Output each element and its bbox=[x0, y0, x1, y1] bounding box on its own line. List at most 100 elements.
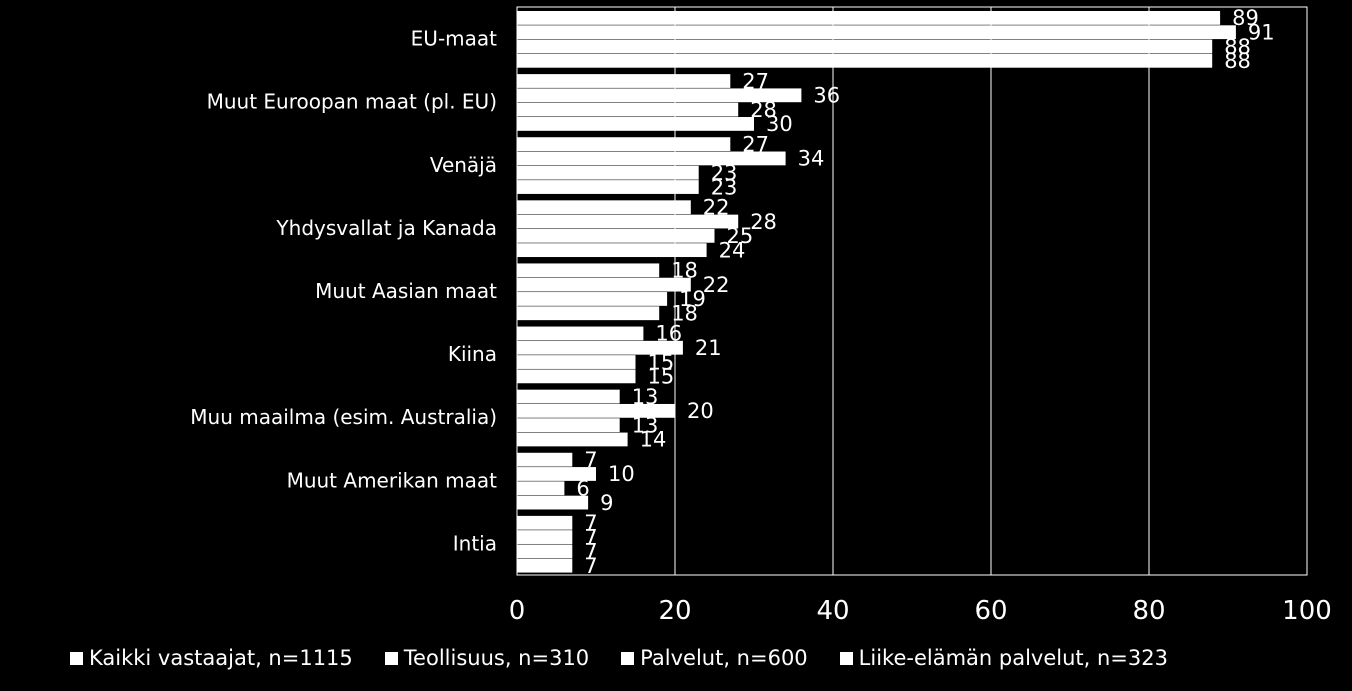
data-label: 21 bbox=[695, 336, 722, 360]
data-label: 16 bbox=[655, 322, 682, 346]
x-tick-labels: 0 20 40 60 80 100 bbox=[509, 596, 1332, 626]
bar bbox=[517, 88, 802, 103]
bar bbox=[517, 495, 589, 510]
data-label: 15 bbox=[648, 365, 675, 389]
legend-swatch bbox=[70, 651, 83, 665]
data-label: 7 bbox=[584, 540, 597, 564]
data-label: 27 bbox=[742, 69, 769, 93]
bar-series bbox=[517, 11, 1236, 573]
data-label: 89 bbox=[1232, 6, 1259, 30]
data-label: 27 bbox=[742, 132, 769, 156]
x-tick-label: 80 bbox=[1132, 596, 1165, 626]
data-label: 7 bbox=[584, 448, 597, 472]
data-label: 19 bbox=[679, 287, 706, 311]
bar bbox=[517, 481, 565, 496]
data-label: 23 bbox=[711, 161, 738, 185]
legend-swatch bbox=[384, 651, 398, 665]
data-label: 7 bbox=[584, 525, 597, 549]
bar bbox=[517, 292, 668, 306]
bar bbox=[517, 277, 691, 292]
legend: Kaikki vastaajat, n=1115 Teollisuus, n=3… bbox=[70, 646, 1200, 670]
x-tick-label: 100 bbox=[1282, 596, 1332, 626]
category-label: Kiina bbox=[448, 342, 497, 366]
bar bbox=[517, 558, 573, 573]
data-label: 15 bbox=[648, 350, 675, 374]
category-labels: EU-maat Muut Euroopan maat (pl. EU) Venäjä… bbox=[190, 27, 497, 556]
category-label: Intia bbox=[453, 531, 497, 555]
data-label: 30 bbox=[766, 112, 793, 136]
data-labels: 8991888827362830273423232228252418221918… bbox=[576, 6, 1274, 578]
bar bbox=[517, 452, 573, 467]
bar bbox=[517, 25, 1236, 40]
bar bbox=[517, 340, 683, 355]
bar bbox=[517, 11, 1221, 25]
bar bbox=[517, 389, 620, 404]
category-label: Muut Euroopan maat (pl. EU) bbox=[207, 90, 497, 114]
data-label: 7 bbox=[584, 511, 597, 535]
data-label: 24 bbox=[719, 238, 746, 262]
category-label: Yhdysvallat ja Kanada bbox=[275, 216, 497, 240]
bar bbox=[517, 326, 644, 341]
data-label: 9 bbox=[600, 491, 613, 515]
bar bbox=[517, 369, 636, 384]
bar bbox=[517, 151, 786, 166]
data-label: 91 bbox=[1248, 20, 1275, 44]
bar bbox=[517, 137, 731, 152]
data-label: 20 bbox=[687, 399, 714, 423]
data-label: 34 bbox=[798, 147, 825, 171]
bar bbox=[517, 432, 628, 447]
data-label: 36 bbox=[813, 84, 840, 108]
data-label: 10 bbox=[608, 462, 635, 486]
bar bbox=[517, 263, 660, 278]
x-tick-label: 40 bbox=[816, 596, 849, 626]
bar bbox=[517, 355, 636, 369]
category-label: Venäjä bbox=[430, 153, 497, 177]
legend-item: Kaikki vastaajat, n=1115 bbox=[70, 646, 353, 670]
legend-label: Liike-elämän palvelut, n=323 bbox=[858, 646, 1168, 670]
bar bbox=[517, 39, 1213, 54]
bar bbox=[517, 228, 715, 243]
data-label: 13 bbox=[632, 385, 659, 409]
x-tick-label: 0 bbox=[509, 596, 526, 626]
data-label: 22 bbox=[703, 195, 730, 219]
bar bbox=[517, 200, 691, 215]
category-label: EU-maat bbox=[411, 27, 497, 51]
bar bbox=[517, 515, 573, 530]
bar bbox=[517, 214, 739, 229]
x-tick-label: 20 bbox=[658, 596, 691, 626]
data-label: 6 bbox=[576, 477, 589, 501]
bar bbox=[517, 165, 699, 180]
category-label: Muut Aasian maat bbox=[315, 279, 497, 303]
data-label: 14 bbox=[640, 428, 667, 452]
data-label: 23 bbox=[711, 175, 738, 199]
data-label: 28 bbox=[750, 98, 777, 122]
bar bbox=[517, 74, 731, 88]
legend-label: Teollisuus, n=310 bbox=[403, 646, 590, 670]
legend-label: Kaikki vastaajat, n=1115 bbox=[89, 646, 353, 670]
legend-item: Palvelut, n=600 bbox=[621, 646, 808, 670]
data-label: 88 bbox=[1224, 35, 1251, 59]
legend-swatch bbox=[839, 651, 853, 665]
legend-label: Palvelut, n=600 bbox=[640, 646, 808, 670]
data-label: 88 bbox=[1224, 49, 1251, 73]
legend-item: Teollisuus, n=310 bbox=[384, 646, 590, 670]
data-label: 28 bbox=[750, 210, 777, 234]
bar bbox=[517, 102, 739, 117]
data-label: 18 bbox=[671, 301, 698, 325]
bar bbox=[517, 53, 1213, 68]
bar bbox=[517, 544, 573, 559]
data-label: 7 bbox=[584, 554, 597, 578]
bar bbox=[517, 467, 596, 481]
category-label: Muu maailma (esim. Australia) bbox=[190, 405, 497, 429]
bar bbox=[517, 418, 620, 433]
x-tick-label: 60 bbox=[974, 596, 1007, 626]
data-label: 18 bbox=[671, 259, 698, 283]
data-label: 22 bbox=[703, 273, 730, 297]
legend-swatch bbox=[621, 651, 635, 665]
legend-item: Liike-elämän palvelut, n=323 bbox=[839, 646, 1168, 670]
bar bbox=[517, 243, 707, 258]
bar bbox=[517, 306, 660, 321]
bar bbox=[517, 530, 573, 544]
bar bbox=[517, 117, 754, 131]
